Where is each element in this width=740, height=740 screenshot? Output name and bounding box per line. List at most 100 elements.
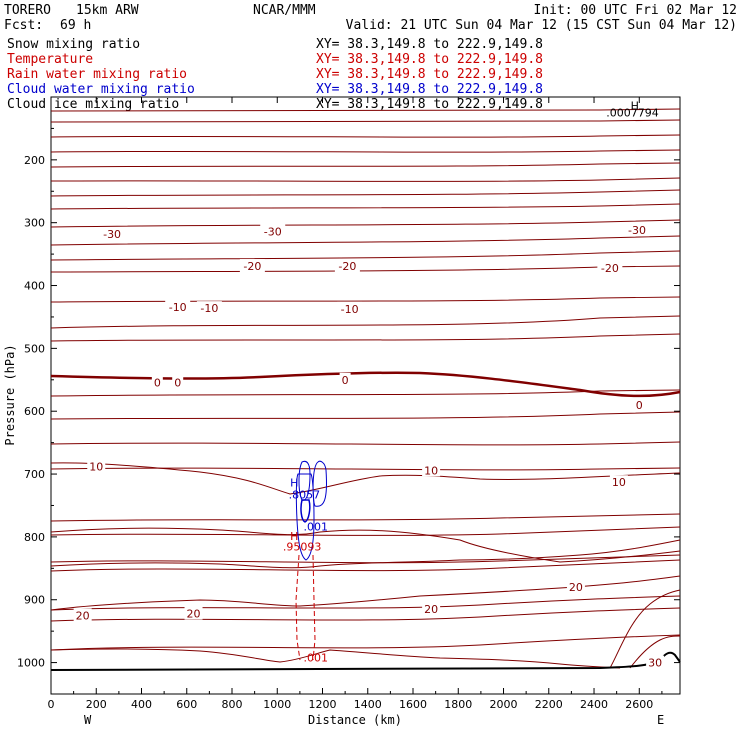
isotherm-line-3 <box>50 149 681 153</box>
isotherm-line-15 <box>50 389 681 397</box>
x-axis-title: Distance (km) <box>308 713 402 727</box>
contour-label-bg-0 <box>99 226 125 240</box>
field-legend: Snow mixing ratio XY= 38.3,149.8 to 222.9… <box>7 37 543 112</box>
x-tick-label: 0 <box>48 698 55 711</box>
contour-label: 10 <box>424 464 438 477</box>
contour-label-bg-3 <box>239 259 265 273</box>
legend-field-xy: XY= 38.3,149.8 to 222.9,149.8 <box>316 52 543 67</box>
extremum-marker: H <box>631 100 639 113</box>
x-tick-label: 600 <box>176 698 197 711</box>
x-tick-label: 1200 <box>309 698 337 711</box>
isotherm-line-16 <box>50 411 681 420</box>
contour-label-bg-16 <box>73 608 92 622</box>
isotherm-line-22 <box>50 559 681 572</box>
x-tick-label: 1800 <box>444 698 472 711</box>
contour-label: -30 <box>103 228 121 241</box>
isotherm-line-14 <box>50 333 681 342</box>
isotherm-line-21 <box>50 554 681 564</box>
contour-label: 20 <box>187 608 201 621</box>
x-tick-label: 2200 <box>535 698 563 711</box>
model-resolution: 15km ARW <box>76 3 139 18</box>
extremum-marker: H <box>290 530 298 543</box>
contour-label: 20 <box>76 609 90 622</box>
contour-label: 10 <box>89 461 103 474</box>
isotherm-line-10 <box>50 250 681 261</box>
contour-label-bg-4 <box>334 259 360 273</box>
legend-field-xy: XY= 38.3,149.8 to 222.9,149.8 <box>316 37 543 52</box>
contour-label-bg-7 <box>196 301 222 315</box>
isotherm-line-25 <box>50 634 681 651</box>
fcst-value: 69 h <box>60 18 91 33</box>
legend-field-xy: XY= 38.3,149.8 to 222.9,149.8 <box>316 82 543 97</box>
contour-label-bg-1 <box>260 224 286 238</box>
cloud-water-contour-c <box>298 460 311 501</box>
isotherm-line-9 <box>50 235 681 246</box>
contour-label-bg-12 <box>633 397 645 411</box>
y-tick-label: 900 <box>24 594 45 607</box>
x-tick-label: 2000 <box>490 698 518 711</box>
extremum-marker: .8057 <box>289 489 321 502</box>
contour-label-bg-15 <box>609 475 628 489</box>
extremum-marker: H <box>290 477 298 490</box>
extremum-marker: .001 <box>303 521 328 534</box>
temperature-contours <box>50 108 681 671</box>
x-tick-label: 2600 <box>625 698 653 711</box>
axes: 0 200 400 600 800 1000 1200 1400 1600 1800 2000 220… <box>17 97 680 711</box>
isotherm-line-12 <box>50 296 681 303</box>
valid-time: Valid: 21 UTC Sun 04 Mar 12 (15 CST Sun … <box>346 18 737 33</box>
contour-label-bg-6 <box>165 299 191 313</box>
contour-label-bg-9 <box>151 375 163 389</box>
isotherm-line-4 <box>50 162 681 168</box>
contour-label: -30 <box>628 224 646 237</box>
contour-label: -10 <box>200 302 218 315</box>
contour-label: 0 <box>174 376 181 389</box>
west-label: W <box>84 713 92 727</box>
contour-label: -20 <box>601 262 619 275</box>
extremum-marker: .001 <box>303 651 328 664</box>
y-tick-label: 400 <box>24 280 45 293</box>
legend-field-name: Rain water mixing ratio <box>7 67 187 82</box>
y-tick-label: 600 <box>24 405 45 418</box>
x-tick-label: 400 <box>131 698 152 711</box>
east-label: E <box>657 713 664 727</box>
isotherm-line-23 <box>50 595 681 611</box>
center-name: NCAR/MMM <box>253 3 316 18</box>
x-tick-label: 1400 <box>354 698 382 711</box>
isotherm-line-18 <box>50 467 681 471</box>
cloud-water-contour-b <box>312 460 327 507</box>
contour-label-bg-20 <box>646 655 665 669</box>
contour-label: -10 <box>169 301 187 314</box>
contour-label: 20 <box>424 603 438 616</box>
x-tick-label: 200 <box>86 698 107 711</box>
x-tick-label: 1000 <box>263 698 291 711</box>
legend-field-name: Cloud water mixing ratio <box>7 82 195 97</box>
isotherm-line-19 <box>50 513 681 522</box>
contour-label-bg-10 <box>172 375 184 389</box>
isotherm-east-a <box>609 589 681 669</box>
contour-label-bg-18 <box>422 602 441 616</box>
contour-label-bg-5 <box>597 260 623 274</box>
rain-water-contour-right <box>312 554 316 661</box>
isotherm-line-0 <box>50 108 681 112</box>
contour-label-bg-19 <box>566 580 585 594</box>
y-tick-label: 200 <box>24 154 45 167</box>
isotherm-line-17 <box>50 441 681 446</box>
y-tick-label: 500 <box>24 342 45 355</box>
legend-field-xy: XY= 38.3,149.8 to 222.9,149.8 <box>316 97 543 112</box>
contour-label-bg-11 <box>339 372 351 386</box>
y-tick-label: 300 <box>24 217 45 230</box>
isotherm-line-6 <box>50 189 681 197</box>
init-time: Init: 00 UTC Fri 02 Mar 12 <box>534 3 738 18</box>
y-axis-title: Pressure (hPa) <box>3 344 17 445</box>
contour-label-bg-13 <box>87 459 106 473</box>
contour-label: 0 <box>342 374 349 387</box>
isotherm-line-13 <box>50 315 681 329</box>
fcst-label: Fcst: <box>4 18 43 33</box>
contour-label: 0 <box>154 376 161 389</box>
terrain-line <box>50 651 681 671</box>
contour-label-bg-8 <box>337 301 363 315</box>
contour-label: 10 <box>612 476 626 489</box>
isotherm-line-2 <box>50 134 681 138</box>
contour-label-bg-14 <box>422 463 441 477</box>
legend-field-name: Cloud ice mixing ratio <box>7 97 179 112</box>
